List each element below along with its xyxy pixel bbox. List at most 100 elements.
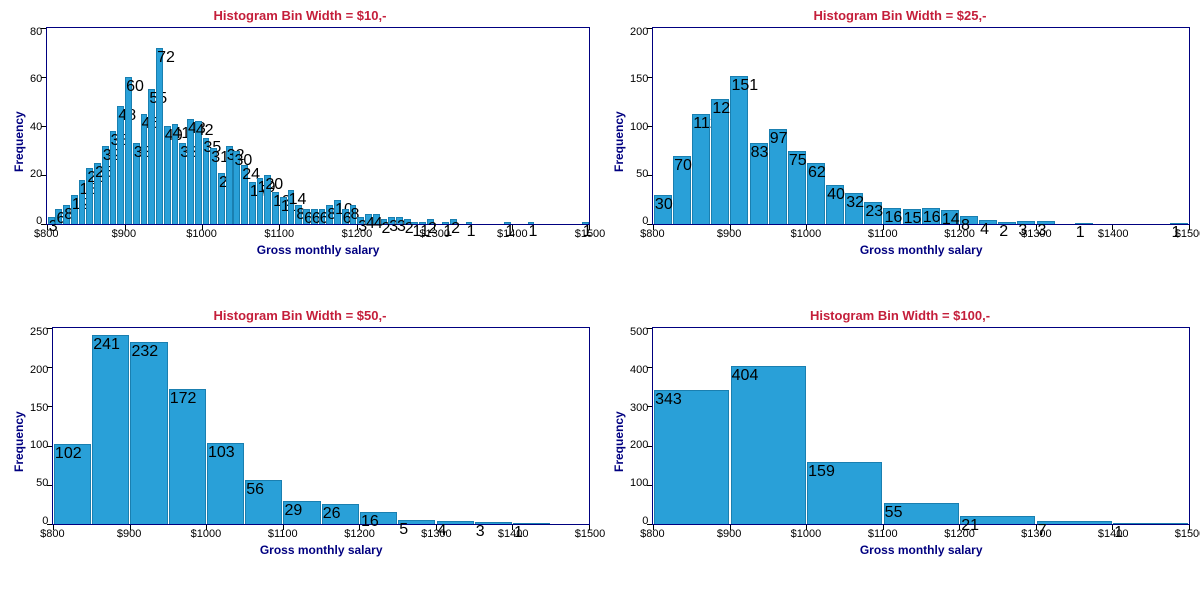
histogram-bar: 16 — [360, 512, 397, 525]
histogram-bar: 1 — [466, 222, 473, 224]
histogram-bar: 6 — [342, 209, 349, 224]
histogram-bar: 15 — [903, 209, 921, 224]
y-tick-label: 500 — [630, 327, 648, 338]
histogram-bar: 42 — [195, 121, 202, 224]
x-tick-label: $1000 — [791, 529, 822, 540]
histogram-bar: 103 — [207, 443, 244, 524]
histogram-bar: 45 — [141, 114, 148, 224]
bars-container: 3070112128151839775624032231615161484233… — [653, 28, 1189, 224]
histogram-bar: 62 — [807, 163, 825, 224]
histogram-bar: 112 — [692, 114, 710, 224]
y-tick-label: 0 — [30, 516, 48, 527]
x-tick-label: $900 — [112, 229, 136, 240]
histogram-bar: 18 — [79, 180, 86, 224]
x-tick-label: $1200 — [944, 229, 975, 240]
y-tick-label: 0 — [30, 216, 42, 227]
bars-container: 343404159552171 — [653, 328, 1189, 524]
histogram-grid: Histogram Bin Width = $10,-Frequency8060… — [0, 0, 1200, 600]
x-tick-label: $800 — [640, 529, 664, 540]
x-tick-label: $800 — [40, 529, 64, 540]
histogram-bar: 40 — [826, 185, 844, 224]
histogram-bar: 2 — [404, 219, 411, 224]
y-tick-label: 200 — [630, 27, 648, 38]
histogram-bar: 30 — [654, 195, 672, 224]
histogram-bar: 32 — [845, 193, 863, 224]
x-tick-label: $1400 — [1098, 229, 1129, 240]
histogram-bar: 83 — [750, 143, 768, 224]
plot-wrap: Frequency8060402003681218232532384860334… — [10, 27, 590, 257]
y-tick-label: 400 — [630, 365, 648, 376]
x-tick-label: $1100 — [268, 529, 298, 540]
plot-wrap: Frequency5004003002001000343404159552171… — [610, 327, 1190, 557]
histogram-bar: 2 — [450, 219, 457, 224]
x-tick-label: $1200 — [342, 229, 373, 240]
histogram-bar: 1 — [582, 222, 589, 224]
histogram-bar: 5 — [398, 520, 435, 524]
histogram-bar: 1 — [1170, 223, 1188, 224]
plot-area: 3681218232532384860334555724041334342353… — [46, 27, 590, 225]
histogram-bar: 151 — [730, 76, 748, 224]
histogram-bar: 60 — [125, 77, 132, 224]
x-tick-label: $800 — [34, 229, 58, 240]
histogram-bar: 8 — [63, 205, 70, 225]
histogram-bar: 70 — [673, 156, 691, 225]
plot-wrap: Frequency2001501005003070112128151839775… — [610, 27, 1190, 257]
y-axis-label: Frequency — [10, 327, 28, 557]
x-tick-label: $1200 — [344, 529, 375, 540]
histogram-bar: 128 — [711, 99, 729, 225]
histogram-bar: 16 — [922, 208, 940, 224]
histogram-bar: 12 — [71, 195, 78, 224]
x-tick-label: $1300 — [1021, 529, 1052, 540]
histogram-bar: 232 — [130, 342, 167, 524]
histogram-bar: 72 — [156, 48, 163, 225]
x-axis-label: Gross monthly salary — [46, 243, 590, 257]
histogram-bar: 172 — [169, 389, 206, 524]
histogram-bar: 2 — [998, 222, 1016, 224]
y-tick-label: 200 — [630, 440, 648, 451]
x-axis-ticks: $800$900$1000$1100$1200$1300$1400$1500 — [652, 225, 1190, 241]
panel-bin100: Histogram Bin Width = $100,-Frequency500… — [600, 300, 1200, 600]
histogram-bar: 16 — [883, 208, 901, 224]
histogram-bar: 56 — [245, 480, 282, 524]
histogram-bar: 4 — [979, 220, 997, 224]
histogram-bar: 31 — [210, 148, 217, 224]
histogram-bar: 1 — [1075, 223, 1093, 224]
x-axis-label: Gross monthly salary — [652, 543, 1190, 557]
histogram-bar: 6 — [55, 209, 62, 224]
histogram-bar: 3 — [396, 217, 403, 224]
histogram-bar: 26 — [322, 504, 359, 524]
histogram-bar: 35 — [203, 138, 210, 224]
plot-wrap: Frequency2502001501005001022412321721035… — [10, 327, 590, 557]
histogram-bar: 2 — [427, 219, 434, 224]
histogram-bar: 21 — [218, 173, 225, 224]
histogram-bar: 11 — [280, 197, 287, 224]
histogram-bar: 20 — [264, 175, 271, 224]
histogram-bar: 2 — [381, 219, 388, 224]
histogram-bar: 38 — [110, 131, 117, 224]
histogram-bar: 13 — [272, 192, 279, 224]
histogram-bar: 102 — [54, 444, 91, 524]
panel-bin50: Histogram Bin Width = $50,-Frequency2502… — [0, 300, 600, 600]
x-tick-label: $1100 — [264, 229, 294, 240]
plot-area: 3070112128151839775624032231615161484233… — [652, 27, 1190, 225]
histogram-bar: 3 — [1017, 221, 1035, 224]
y-tick-label: 0 — [630, 516, 648, 527]
histogram-bar: 33 — [133, 143, 140, 224]
y-tick-label: 100 — [30, 440, 48, 451]
histogram-bar: 241 — [92, 335, 129, 524]
x-tick-label: $1400 — [498, 529, 529, 540]
y-axis-label: Frequency — [10, 27, 28, 257]
histogram-bar: 1 — [513, 523, 550, 524]
histogram-bar: 4 — [437, 521, 474, 524]
histogram-bar: 19 — [257, 178, 264, 225]
histogram-bar: 75 — [788, 151, 806, 225]
histogram-bar: 41 — [172, 124, 179, 225]
histogram-bar: 55 — [148, 89, 155, 224]
histogram-bar: 55 — [884, 503, 959, 525]
histogram-bar: 14 — [288, 190, 295, 224]
y-axis-label: Frequency — [610, 327, 628, 557]
x-tick-label: $900 — [717, 229, 741, 240]
x-tick-label: $800 — [640, 229, 664, 240]
histogram-bar: 43 — [187, 119, 194, 224]
histogram-bar: 1 — [1113, 523, 1188, 524]
